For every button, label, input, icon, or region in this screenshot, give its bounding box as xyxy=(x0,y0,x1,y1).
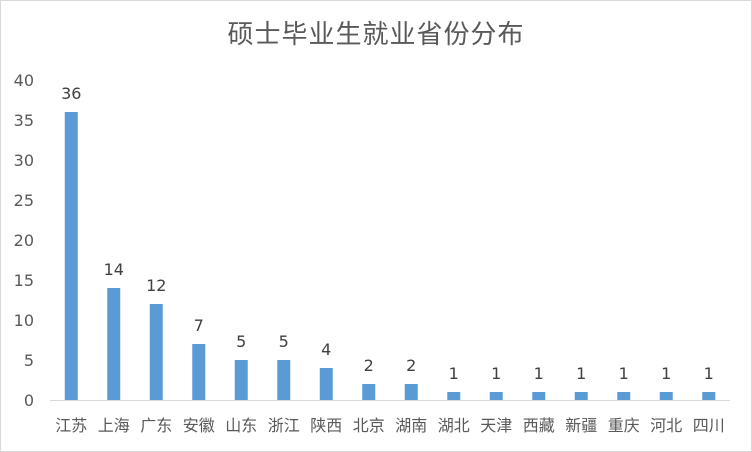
chart-title: 硕士毕业生就业省份分布 xyxy=(227,20,525,50)
bar-陕西 xyxy=(319,368,333,400)
y-tick-label-30: 30 xyxy=(14,151,34,170)
y-tick-label-15: 15 xyxy=(14,271,34,290)
data-label-四川: 1 xyxy=(704,364,714,383)
bar-湖北 xyxy=(447,392,461,400)
category-label-上海: 上海 xyxy=(98,416,130,435)
category-label-江苏: 江苏 xyxy=(55,416,87,435)
data-label-湖北: 1 xyxy=(449,364,459,383)
data-label-天津: 1 xyxy=(491,364,501,383)
data-label-江苏: 36 xyxy=(61,84,81,103)
data-label-重庆: 1 xyxy=(619,364,629,383)
bar-河北 xyxy=(659,392,673,400)
y-tick-label-40: 40 xyxy=(14,71,34,90)
bar-重庆 xyxy=(617,392,631,400)
bar-上海 xyxy=(107,288,121,400)
y-tick-label-25: 25 xyxy=(14,191,34,210)
bar-新疆 xyxy=(574,392,588,400)
bar-四川 xyxy=(702,392,716,400)
category-label-湖南: 湖南 xyxy=(395,416,427,435)
bar-广东 xyxy=(149,304,163,400)
data-label-河北: 1 xyxy=(661,364,671,383)
category-label-西藏: 西藏 xyxy=(523,416,555,435)
category-label-安徽: 安徽 xyxy=(183,416,215,435)
category-label-陕西: 陕西 xyxy=(310,416,342,435)
bar-天津 xyxy=(489,392,503,400)
bar-安徽 xyxy=(192,344,206,400)
category-label-四川: 四川 xyxy=(693,416,725,435)
data-label-北京: 2 xyxy=(364,356,374,375)
category-label-河北: 河北 xyxy=(650,416,682,435)
category-label-北京: 北京 xyxy=(353,416,385,435)
data-label-陕西: 4 xyxy=(321,340,331,359)
data-label-浙江: 5 xyxy=(279,332,289,351)
category-label-浙江: 浙江 xyxy=(268,416,300,435)
y-tick-label-0: 0 xyxy=(24,391,34,410)
category-label-广东: 广东 xyxy=(140,416,172,435)
bar-北京 xyxy=(362,384,376,400)
data-label-湖南: 2 xyxy=(406,356,416,375)
data-label-上海: 14 xyxy=(104,260,124,279)
category-label-天津: 天津 xyxy=(480,416,512,435)
bar-山东 xyxy=(234,360,248,400)
data-label-山东: 5 xyxy=(236,332,246,351)
y-tick-label-10: 10 xyxy=(14,311,34,330)
category-label-重庆: 重庆 xyxy=(608,416,640,435)
bar-江苏 xyxy=(64,112,78,400)
data-label-安徽: 7 xyxy=(194,316,204,335)
data-label-广东: 12 xyxy=(146,276,166,295)
y-tick-label-5: 5 xyxy=(24,351,34,370)
category-label-山东: 山东 xyxy=(225,416,257,435)
data-label-西藏: 1 xyxy=(534,364,544,383)
y-tick-label-20: 20 xyxy=(14,231,34,250)
bar-湖南 xyxy=(404,384,418,400)
y-tick-label-35: 35 xyxy=(14,111,34,130)
bar-浙江 xyxy=(277,360,291,400)
bar-西藏 xyxy=(532,392,546,400)
category-label-湖北: 湖北 xyxy=(438,416,470,435)
data-label-新疆: 1 xyxy=(576,364,586,383)
category-label-新疆: 新疆 xyxy=(565,416,597,435)
